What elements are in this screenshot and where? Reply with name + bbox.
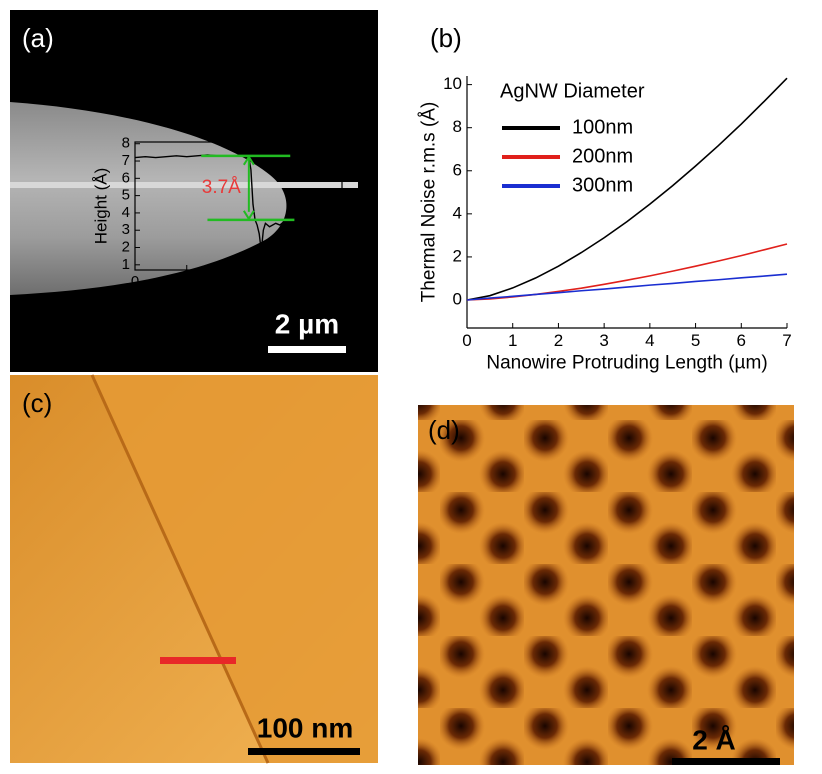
x-tick-label: 75 <box>282 273 299 290</box>
y-tick-label: 7 <box>122 152 130 169</box>
y-tick-label: 2 <box>122 238 130 255</box>
series-line <box>467 244 787 300</box>
y-tick-label: 3 <box>122 221 130 238</box>
y-tick-label: 8 <box>122 135 130 152</box>
panel-label: (a) <box>22 23 54 53</box>
y-tick-label: 4 <box>122 204 130 221</box>
x-tick-label: 50 <box>230 273 247 290</box>
y-tick-label: 4 <box>453 203 462 222</box>
x-tick-label: 0 <box>462 331 471 350</box>
y-tick-label: 10 <box>443 74 462 93</box>
annotation-text: 3.7Å <box>202 177 241 198</box>
y-axis-label: Thermal Noise r.m.s (Å) <box>419 102 440 303</box>
x-tick-label: 1 <box>508 331 517 350</box>
scale-label: 100 nm <box>257 712 354 743</box>
x-tick-label: 5 <box>691 331 700 350</box>
x-tick-label: 0 <box>131 273 139 290</box>
nanowire <box>10 182 358 188</box>
scale-bar <box>248 748 360 755</box>
x-tick-label: 4 <box>645 331 654 350</box>
x-tick-label: 2 <box>554 331 563 350</box>
figure: (a) 2 µm (b) (c) 100 nm (d) 2 Å 01234567… <box>0 0 822 769</box>
profile-line <box>160 657 236 664</box>
x-tick-label: 3 <box>599 331 608 350</box>
y-tick-label: 1 <box>122 256 130 273</box>
y-axis-label: Height (Å) <box>91 168 110 245</box>
scale-bar <box>672 758 780 765</box>
y-tick-label: 8 <box>453 117 462 136</box>
y-tick-label: 2 <box>453 246 462 265</box>
scale-label: 2 Å <box>692 724 736 755</box>
legend-label: 100nm <box>572 116 633 138</box>
y-tick-label: 6 <box>453 160 462 179</box>
lattice <box>418 405 794 765</box>
x-axis-label: Nanowire Protruding Length (µm) <box>486 353 767 374</box>
panel-label: (c) <box>22 388 52 418</box>
y-tick-label: 6 <box>122 169 130 186</box>
legend-label: 200nm <box>572 145 633 167</box>
y-tick-label: 0 <box>453 289 462 308</box>
x-tick-label: 7 <box>782 331 791 350</box>
x-tick-label: 100 <box>329 273 354 290</box>
legend-label: 300nm <box>572 174 633 196</box>
panel-label: (d) <box>428 415 460 445</box>
panel-label: (b) <box>430 23 462 53</box>
x-tick-label: 25 <box>178 273 195 290</box>
scale-label: 2 µm <box>275 308 339 339</box>
x-axis-label: Lateral Position (nm) <box>160 291 317 310</box>
scale-bar <box>268 346 346 353</box>
x-tick-label: 6 <box>737 331 746 350</box>
y-tick-label: 5 <box>122 187 130 204</box>
legend-title: AgNW Diameter <box>500 80 645 102</box>
